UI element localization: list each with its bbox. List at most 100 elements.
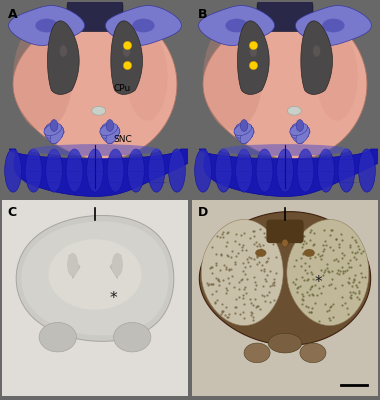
Ellipse shape — [5, 149, 21, 192]
Ellipse shape — [240, 120, 248, 131]
Polygon shape — [16, 216, 174, 341]
Polygon shape — [200, 212, 370, 345]
Ellipse shape — [60, 45, 67, 57]
Ellipse shape — [338, 149, 355, 192]
Ellipse shape — [296, 126, 310, 144]
FancyBboxPatch shape — [67, 0, 123, 31]
Ellipse shape — [87, 149, 103, 192]
Ellipse shape — [250, 45, 257, 57]
Ellipse shape — [106, 126, 120, 144]
Ellipse shape — [114, 322, 151, 352]
Ellipse shape — [291, 124, 308, 138]
Ellipse shape — [300, 343, 326, 363]
Polygon shape — [13, 9, 177, 159]
Ellipse shape — [46, 124, 64, 136]
Ellipse shape — [46, 149, 62, 192]
Ellipse shape — [322, 19, 345, 32]
Ellipse shape — [225, 19, 248, 32]
Ellipse shape — [236, 149, 252, 192]
Ellipse shape — [292, 124, 310, 136]
Ellipse shape — [277, 149, 293, 192]
Ellipse shape — [67, 253, 78, 276]
Ellipse shape — [313, 45, 320, 57]
Polygon shape — [10, 149, 202, 196]
Ellipse shape — [66, 149, 83, 192]
Ellipse shape — [44, 126, 58, 144]
Ellipse shape — [234, 126, 248, 144]
Polygon shape — [200, 149, 380, 196]
Ellipse shape — [304, 249, 315, 257]
Ellipse shape — [268, 333, 302, 353]
Text: C: C — [8, 206, 17, 219]
Text: SNC: SNC — [114, 135, 132, 144]
Ellipse shape — [244, 343, 270, 363]
Ellipse shape — [127, 32, 168, 120]
Ellipse shape — [359, 149, 375, 192]
Ellipse shape — [292, 124, 309, 138]
Ellipse shape — [215, 149, 232, 192]
Ellipse shape — [30, 144, 160, 156]
Ellipse shape — [169, 149, 185, 192]
Text: B: B — [198, 8, 207, 21]
Ellipse shape — [255, 249, 266, 257]
Polygon shape — [203, 9, 367, 159]
Polygon shape — [238, 21, 269, 94]
Ellipse shape — [45, 124, 62, 138]
Polygon shape — [296, 6, 371, 46]
Ellipse shape — [203, 22, 263, 130]
Polygon shape — [110, 255, 121, 278]
Ellipse shape — [102, 124, 120, 136]
Ellipse shape — [50, 126, 64, 144]
FancyBboxPatch shape — [266, 220, 304, 243]
Polygon shape — [9, 6, 85, 46]
Ellipse shape — [39, 322, 76, 352]
Polygon shape — [48, 21, 79, 94]
Ellipse shape — [236, 124, 254, 136]
Ellipse shape — [100, 124, 118, 136]
Text: *: * — [110, 290, 117, 306]
FancyBboxPatch shape — [257, 0, 313, 31]
Ellipse shape — [317, 32, 358, 120]
Ellipse shape — [92, 106, 106, 115]
Text: D: D — [198, 206, 208, 219]
Text: A: A — [8, 8, 17, 21]
Ellipse shape — [318, 149, 334, 192]
Polygon shape — [199, 6, 275, 46]
Text: *: * — [315, 275, 322, 290]
Ellipse shape — [44, 124, 62, 136]
Ellipse shape — [101, 124, 118, 138]
Ellipse shape — [290, 126, 304, 144]
Ellipse shape — [100, 126, 114, 144]
Ellipse shape — [112, 253, 123, 276]
Ellipse shape — [148, 149, 165, 192]
Ellipse shape — [35, 19, 58, 32]
Ellipse shape — [132, 19, 155, 32]
Ellipse shape — [240, 126, 254, 144]
Ellipse shape — [290, 124, 308, 136]
Polygon shape — [106, 6, 181, 46]
Polygon shape — [111, 21, 142, 94]
Polygon shape — [69, 255, 80, 278]
Ellipse shape — [25, 149, 42, 192]
Ellipse shape — [234, 124, 252, 136]
Ellipse shape — [236, 124, 253, 138]
Ellipse shape — [102, 124, 119, 138]
Ellipse shape — [297, 149, 314, 192]
Ellipse shape — [296, 120, 304, 131]
Ellipse shape — [220, 144, 350, 156]
Ellipse shape — [107, 149, 124, 192]
Ellipse shape — [235, 124, 252, 138]
Ellipse shape — [287, 106, 301, 115]
Ellipse shape — [46, 124, 63, 138]
Polygon shape — [201, 220, 283, 326]
Ellipse shape — [195, 149, 211, 192]
Ellipse shape — [13, 22, 73, 130]
Text: CPu: CPu — [114, 84, 131, 93]
Polygon shape — [287, 220, 369, 326]
Ellipse shape — [256, 149, 273, 192]
Ellipse shape — [106, 120, 114, 131]
Polygon shape — [21, 221, 169, 336]
Ellipse shape — [128, 149, 144, 192]
Ellipse shape — [282, 239, 288, 247]
Polygon shape — [301, 21, 332, 94]
